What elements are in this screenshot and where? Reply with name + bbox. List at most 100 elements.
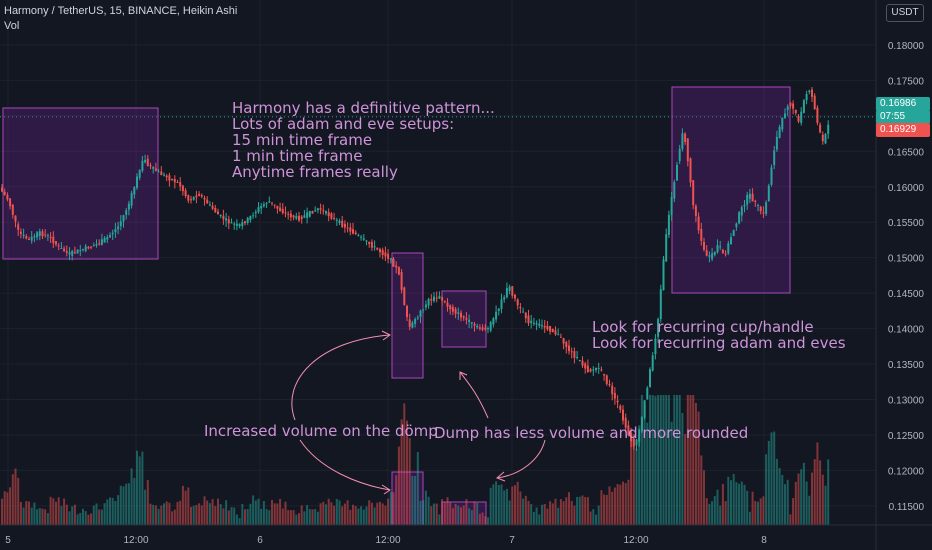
- volume-bar: [298, 513, 300, 525]
- candle-body: [603, 374, 606, 376]
- candle-body: [292, 215, 295, 218]
- y-tick-label: 0.13000: [888, 395, 925, 406]
- volume-bar: [476, 502, 479, 525]
- volume-bar: [219, 504, 222, 525]
- volume-bar: [449, 502, 452, 525]
- volume-bar: [657, 395, 660, 525]
- volume-bar: [357, 508, 360, 525]
- candle-body: [325, 211, 327, 214]
- volume-bar: [767, 440, 770, 525]
- volume-indicator-label[interactable]: Vol: [4, 20, 20, 32]
- volume-bar: [100, 509, 103, 525]
- open-price-label: 0.16929: [876, 123, 930, 137]
- symbol-title[interactable]: Harmony / TetherUS, 15, BINANCE, Heikin …: [4, 5, 238, 17]
- volume-bar: [719, 505, 722, 525]
- volume-bar: [503, 490, 506, 525]
- volume-bar: [316, 511, 319, 525]
- y-tick-label: 0.17500: [888, 76, 925, 87]
- candle-body: [198, 193, 201, 196]
- volume-bar: [338, 500, 341, 525]
- candle-body: [473, 323, 476, 326]
- candle-body: [427, 298, 430, 306]
- volume-bar: [1, 498, 3, 525]
- volume-bar: [249, 503, 252, 525]
- volume-bar: [171, 511, 174, 525]
- candle-body: [622, 409, 624, 421]
- volume-bar: [11, 474, 14, 525]
- candle-body: [730, 237, 732, 245]
- volume-bar: [797, 473, 800, 525]
- volume-bar: [90, 513, 93, 525]
- candle-body: [697, 216, 700, 231]
- volume-bar: [651, 395, 654, 525]
- candle-body: [627, 425, 630, 436]
- candle-body: [651, 355, 654, 371]
- candle-body: [125, 210, 128, 215]
- volume-bar: [343, 503, 346, 525]
- candle-body: [619, 405, 622, 410]
- volume-bar: [427, 496, 430, 525]
- volume-bar: [79, 512, 82, 525]
- last-price-label: 0.16986: [876, 97, 930, 111]
- candle-body: [400, 271, 403, 290]
- arrow-head: [381, 484, 391, 495]
- volume-bar: [619, 484, 622, 525]
- x-tick-label: 12:00: [623, 535, 648, 546]
- y-tick-label: 0.12500: [888, 431, 925, 442]
- volume-bar: [441, 499, 444, 525]
- candle-body: [397, 267, 400, 275]
- volume-bar: [738, 483, 741, 525]
- volume-bar: [705, 498, 708, 525]
- candle-body: [19, 231, 22, 235]
- volume-bar: [711, 501, 714, 525]
- volume-bar: [786, 479, 789, 525]
- volume-bar: [211, 499, 214, 525]
- volume-bar: [522, 498, 525, 525]
- pattern-note-line: 1 min time frame: [232, 147, 363, 165]
- volume-bar: [805, 481, 808, 525]
- volume-bar: [511, 486, 514, 525]
- candle-body: [678, 148, 681, 162]
- volume-bar: [703, 470, 705, 525]
- candle-body: [357, 235, 360, 237]
- volume-bar: [481, 512, 484, 525]
- volume-bar: [468, 508, 471, 525]
- candle-body: [786, 106, 789, 110]
- volume-bar: [578, 496, 581, 525]
- candle-body: [462, 316, 465, 318]
- x-tick-label: 7: [509, 535, 515, 546]
- volume-bar: [551, 503, 554, 525]
- volume-bar: [14, 468, 17, 525]
- volume-bar: [217, 498, 219, 525]
- volume-bar: [570, 500, 573, 525]
- volume-bar: [692, 395, 695, 525]
- candle-body: [265, 203, 268, 205]
- highlight-box[interactable]: [671, 86, 791, 294]
- volume-bar: [306, 505, 309, 525]
- candle-body: [721, 249, 724, 254]
- volume-bar: [697, 411, 700, 525]
- volume-bar: [241, 504, 244, 525]
- candle-body: [562, 338, 565, 344]
- candle-body: [379, 248, 381, 253]
- volume-bar: [667, 395, 670, 525]
- highlight-box[interactable]: [2, 107, 159, 260]
- candle-body: [700, 228, 703, 241]
- candle-body: [595, 367, 597, 371]
- volume-bar: [333, 505, 336, 525]
- candle-body: [1, 187, 3, 192]
- candle-body: [665, 234, 668, 262]
- candle-body: [578, 360, 581, 362]
- volume-bar: [516, 481, 519, 525]
- candle-body: [449, 305, 452, 310]
- volume-bar: [246, 509, 249, 525]
- volume-bar: [238, 518, 241, 525]
- candle-body: [173, 179, 176, 183]
- volume-bar: [119, 485, 122, 525]
- currency-button[interactable]: USDT: [886, 4, 924, 22]
- candle-body: [640, 416, 643, 432]
- candle-body: [754, 200, 757, 202]
- volume-bar: [354, 506, 357, 525]
- candle-body: [403, 287, 406, 305]
